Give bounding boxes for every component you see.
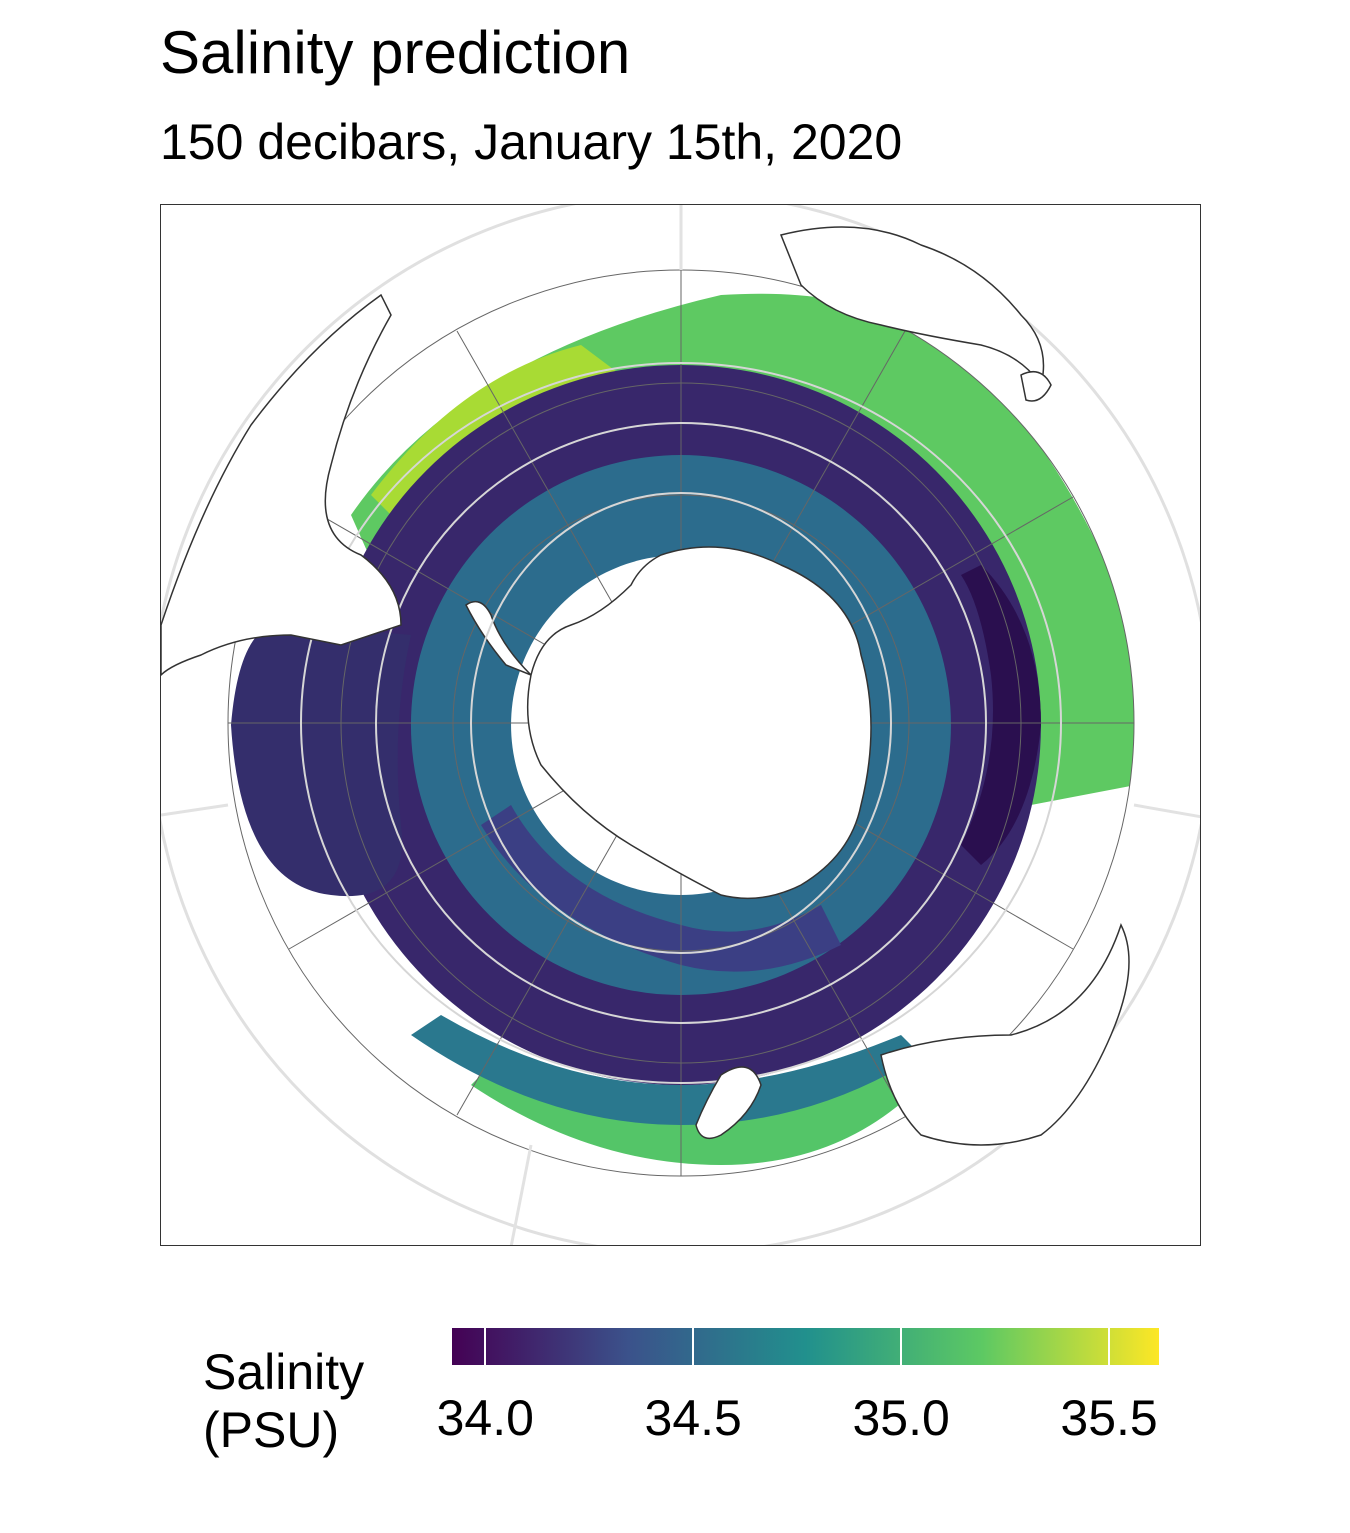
antarctica-landmass	[526, 546, 872, 900]
ocean-fronts	[300, 362, 1062, 1084]
polar-map	[161, 205, 1200, 1245]
legend-title-line1: Salinity	[203, 1344, 365, 1400]
south-america-landmass	[161, 293, 402, 677]
map-subtitle: 150 decibars, January 15th, 2020	[160, 114, 903, 170]
colorbar-tick-label: 35.5	[1060, 1390, 1158, 1446]
colorbar	[452, 1328, 1159, 1365]
map-panel	[160, 204, 1201, 1246]
colorbar-tick-0	[484, 1328, 487, 1365]
salinity-mid-band-south	[411, 1015, 921, 1125]
map-title: Salinity prediction	[160, 19, 631, 86]
legend-title: Salinity (PSU)	[203, 1343, 364, 1459]
colorbar-tick-label: 34.0	[436, 1390, 534, 1446]
legend-title-line2: (PSU)	[203, 1402, 340, 1458]
salinity-low-ring-west	[231, 622, 411, 897]
outer-graticule	[161, 205, 1200, 1245]
colorbar-tick-label: 35.0	[852, 1390, 950, 1446]
colorbar-tick-3	[1108, 1328, 1111, 1365]
colorbar-tick-label: 34.5	[644, 1390, 742, 1446]
antarctic-peninsula	[465, 600, 532, 676]
australia-landmass	[880, 923, 1130, 1146]
colorbar-tick-1	[692, 1328, 695, 1365]
salinity-inner-band-dark	[481, 805, 841, 972]
new-zealand-landmass	[695, 1066, 762, 1140]
madagascar-landmass	[1020, 370, 1052, 402]
colorbar-tick-2	[900, 1328, 903, 1365]
salinity-lowest-patch-east	[961, 565, 1041, 865]
